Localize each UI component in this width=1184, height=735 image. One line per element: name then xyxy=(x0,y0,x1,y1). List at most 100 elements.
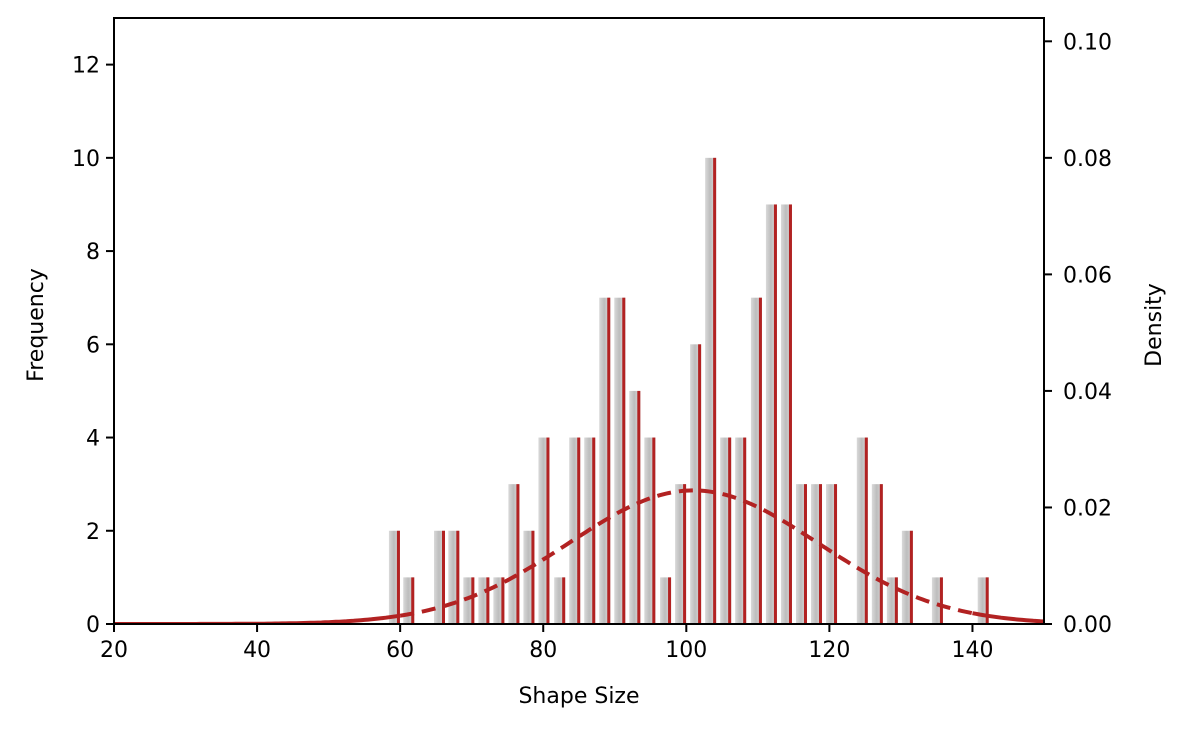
histogram-bar xyxy=(448,530,460,624)
density-curve xyxy=(399,488,973,618)
bar-edge xyxy=(985,577,989,624)
bar-edge xyxy=(471,577,475,624)
histogram-bar xyxy=(629,390,641,624)
bar-fill xyxy=(538,437,550,624)
bar-edge xyxy=(879,484,883,624)
bar-fill xyxy=(720,437,732,624)
bar-edge xyxy=(486,577,490,624)
bar-edge xyxy=(516,484,520,624)
histogram-bar xyxy=(675,484,687,624)
bar-edge xyxy=(622,297,626,624)
histogram-bar xyxy=(508,484,520,624)
bars-layer xyxy=(388,157,989,624)
histogram-bar xyxy=(554,577,566,624)
bar-edge xyxy=(562,577,566,624)
bar-fill xyxy=(569,437,581,624)
bar-fill xyxy=(886,577,898,624)
histogram-bar xyxy=(493,577,505,624)
histogram-bar xyxy=(660,577,672,624)
histogram-bar xyxy=(886,577,898,624)
bar-fill xyxy=(705,157,717,624)
y2-tick-label: 0.04 xyxy=(1063,380,1112,405)
histogram-bar xyxy=(931,577,943,624)
histogram-bar xyxy=(403,577,415,624)
bar-edge xyxy=(456,530,460,624)
bar-fill xyxy=(901,530,913,624)
bar-edge xyxy=(743,437,747,624)
histogram-bar xyxy=(871,484,883,624)
y-tick-label: 0 xyxy=(86,613,100,638)
histogram-bar xyxy=(765,204,777,624)
histogram-bar xyxy=(901,530,913,624)
x-tick-label: 80 xyxy=(529,638,557,663)
bar-edge xyxy=(909,530,913,624)
histogram-bar xyxy=(977,577,989,624)
bar-fill xyxy=(780,204,792,624)
bar-edge xyxy=(728,437,732,624)
histogram-bar xyxy=(826,484,838,624)
bar-edge xyxy=(758,297,762,624)
bar-edge xyxy=(683,484,687,624)
bar-fill xyxy=(614,297,626,624)
histogram-bar xyxy=(720,437,732,624)
bar-fill xyxy=(795,484,807,624)
x-tick-label: 40 xyxy=(243,638,271,663)
bar-fill xyxy=(765,204,777,624)
bar-fill xyxy=(735,437,747,624)
density-curve-right-tail xyxy=(972,611,1044,624)
bar-fill xyxy=(660,577,672,624)
y2-tick-label: 0.02 xyxy=(1063,496,1112,521)
bar-edge xyxy=(592,437,596,624)
bar-edge xyxy=(531,530,535,624)
y-tick-label: 10 xyxy=(72,147,100,172)
bar-edge xyxy=(939,577,943,624)
bar-fill xyxy=(403,577,415,624)
histogram-bar xyxy=(644,437,656,624)
bar-edge xyxy=(442,530,445,624)
bar-edge xyxy=(788,204,792,624)
density-curve-left-tail xyxy=(114,613,401,624)
bar-fill xyxy=(977,577,989,624)
y-tick-label: 8 xyxy=(86,240,100,265)
bar-edge xyxy=(834,484,838,624)
bar-fill xyxy=(856,437,868,624)
histogram-bar xyxy=(735,437,747,624)
bar-fill xyxy=(463,577,475,624)
histogram-bar xyxy=(538,437,550,624)
histogram-bar xyxy=(388,530,400,624)
y-axis-right: 0.00 0.02 0.04 0.06 0.08 0.10 xyxy=(1044,30,1112,638)
bar-edge xyxy=(819,484,823,624)
histogram-bar xyxy=(690,344,702,624)
y2-tick-label: 0.08 xyxy=(1063,147,1112,172)
bar-edge xyxy=(773,204,777,624)
bar-fill xyxy=(523,530,535,624)
bar-edge xyxy=(501,577,505,624)
histogram-bar xyxy=(795,484,807,624)
histogram-bar xyxy=(463,577,475,624)
histogram-bar xyxy=(569,437,581,624)
x-tick-label: 120 xyxy=(808,638,850,663)
bar-fill xyxy=(690,344,702,624)
bar-edge xyxy=(607,297,611,624)
x-tick-label: 100 xyxy=(665,638,707,663)
bar-edge xyxy=(864,437,868,624)
bar-fill xyxy=(448,530,460,624)
y-tick-label: 2 xyxy=(86,520,100,545)
bar-fill xyxy=(675,484,687,624)
y-tick-label: 12 xyxy=(72,54,100,79)
bar-edge xyxy=(668,577,672,624)
bar-fill xyxy=(508,484,520,624)
y-axis-label: Frequency xyxy=(24,268,49,382)
y2-axis-label: Density xyxy=(1142,283,1167,367)
bar-fill xyxy=(434,530,445,624)
bar-fill xyxy=(931,577,943,624)
histogram-bar xyxy=(599,297,611,624)
bar-fill xyxy=(388,530,400,624)
bar-edge xyxy=(652,437,656,624)
x-axis: 20 40 60 80 100 120 140 xyxy=(100,624,993,663)
bar-edge xyxy=(894,577,898,624)
bar-fill xyxy=(871,484,883,624)
y2-tick-label: 0.10 xyxy=(1063,30,1112,55)
bar-edge xyxy=(713,157,717,624)
